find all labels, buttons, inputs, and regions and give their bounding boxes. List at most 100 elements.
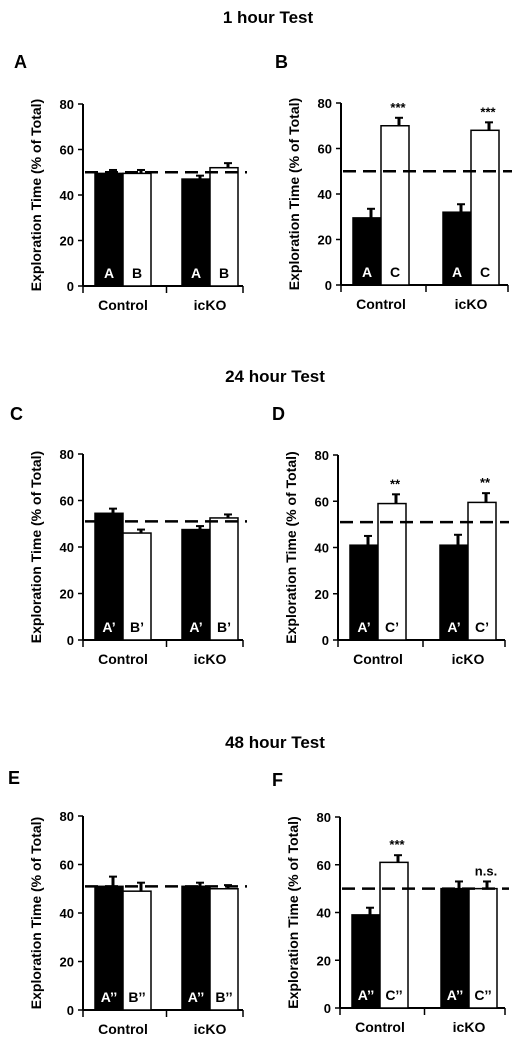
bar-label: A <box>452 264 462 280</box>
bar-filled <box>181 178 211 287</box>
bar-open <box>209 166 239 287</box>
bar-filled <box>181 885 211 1011</box>
y-tick-label: 80 <box>60 447 74 462</box>
panel-letter: D <box>272 404 285 424</box>
x-category-label: icKO <box>194 1021 227 1037</box>
significance-label: *** <box>390 100 406 115</box>
bar-label: C <box>390 264 400 280</box>
bar-open <box>377 502 407 641</box>
panel-letter: F <box>272 770 283 790</box>
y-tick-label: 0 <box>67 633 74 648</box>
y-tick-label: 0 <box>324 1001 331 1016</box>
y-axis-title: Exploration Time (% of Total) <box>28 817 44 1009</box>
bar-open <box>209 888 239 1011</box>
x-category-label: Control <box>98 651 148 667</box>
bar-label: A’’ <box>358 987 375 1003</box>
bar-label: A’ <box>189 619 202 635</box>
bar-label: A’ <box>447 619 460 635</box>
bar-label: B <box>132 265 142 281</box>
bar-label: B <box>219 265 229 281</box>
section-title-24h: 24 hour Test <box>225 367 325 386</box>
y-tick-label: 40 <box>60 906 74 921</box>
y-axis-title: Exploration Time (% of Total) <box>283 451 299 643</box>
section-title-1h: 1 hour Test <box>223 8 314 27</box>
y-tick-label: 80 <box>60 97 74 112</box>
y-tick-label: 20 <box>60 955 74 970</box>
bar-label: C’’ <box>385 987 402 1003</box>
bar-label: B’’ <box>215 989 232 1005</box>
bar-label: A’’ <box>447 987 464 1003</box>
x-category-label: Control <box>353 651 403 667</box>
x-category-label: icKO <box>194 651 227 667</box>
y-tick-label: 60 <box>317 858 331 873</box>
y-tick-label: 60 <box>315 494 329 509</box>
y-tick-label: 20 <box>60 587 74 602</box>
y-tick-label: 20 <box>60 234 74 249</box>
significance-label: n.s. <box>475 863 497 878</box>
y-tick-label: 80 <box>60 809 74 824</box>
bar-open <box>379 861 409 1009</box>
y-tick-label: 20 <box>315 587 329 602</box>
y-tick-label: 0 <box>67 279 74 294</box>
bar-open <box>467 501 497 641</box>
bar-open <box>209 517 239 641</box>
bar-label: B’ <box>217 619 231 635</box>
bar-open <box>122 172 152 287</box>
significance-label: ** <box>480 475 491 490</box>
panel-letter: C <box>10 404 23 424</box>
x-category-label: Control <box>98 297 148 313</box>
significance-label: ** <box>390 476 401 491</box>
bar-label: A <box>191 265 201 281</box>
x-category-label: icKO <box>453 1019 486 1035</box>
y-axis-title: Exploration Time (% of Total) <box>28 99 44 291</box>
y-tick-label: 0 <box>67 1003 74 1018</box>
bar-label: B’’ <box>128 989 145 1005</box>
bar-label: A’ <box>102 619 115 635</box>
bar-label: C’’ <box>474 987 491 1003</box>
bar-label: A’ <box>357 619 370 635</box>
bar-label: A’’ <box>101 989 118 1005</box>
y-tick-label: 80 <box>318 96 332 111</box>
panel-letter: A <box>14 52 27 72</box>
bar-label: A <box>362 264 372 280</box>
y-tick-label: 80 <box>315 448 329 463</box>
panel-b: B Exploration Time (% of Total) 0 20 40 60 80 C… <box>275 52 512 312</box>
y-tick-label: 40 <box>60 188 74 203</box>
panel-letter: E <box>8 768 20 788</box>
significance-label: *** <box>480 104 496 119</box>
bar-open <box>122 532 152 641</box>
bar-label: B’ <box>130 619 144 635</box>
panel-d: D Exploration Time (% of Total) 0 20 40 60 80 C… <box>272 404 509 667</box>
bar-label: C’ <box>385 619 399 635</box>
bar-label: A’’ <box>188 989 205 1005</box>
section-title-48h: 48 hour Test <box>225 733 325 752</box>
panel-a: A Exploration Time (% of Total) 0 20 40 60 80 C… <box>14 52 247 313</box>
y-tick-label: 40 <box>315 541 329 556</box>
y-tick-label: 20 <box>318 233 332 248</box>
y-tick-label: 80 <box>317 810 331 825</box>
bar-open <box>122 890 152 1011</box>
x-category-label: icKO <box>194 297 227 313</box>
bar-label: C <box>480 264 490 280</box>
y-axis-title: Exploration Time (% of Total) <box>286 98 302 290</box>
x-category-label: icKO <box>455 296 488 312</box>
significance-label: *** <box>389 837 405 852</box>
bar-label: A <box>104 265 114 281</box>
x-category-label: Control <box>98 1021 148 1037</box>
y-tick-label: 0 <box>322 633 329 648</box>
y-tick-label: 60 <box>318 142 332 157</box>
panel-f: F Exploration Time (% of Total) 0 20 40 60 80 C… <box>272 770 509 1035</box>
y-tick-label: 40 <box>60 540 74 555</box>
panel-c: C Exploration Time (% of Total) 0 20 40 60 80 C… <box>10 404 247 667</box>
panel-letter: B <box>275 52 288 72</box>
y-axis-title: Exploration Time (% of Total) <box>285 816 301 1008</box>
bar-label: C’ <box>475 619 489 635</box>
y-tick-label: 60 <box>60 494 74 509</box>
x-category-label: Control <box>355 1019 405 1035</box>
bar-open <box>470 129 500 286</box>
x-category-label: Control <box>356 296 406 312</box>
x-category-label: icKO <box>452 651 485 667</box>
y-axis-title: Exploration Time (% of Total) <box>28 451 44 643</box>
y-tick-label: 60 <box>60 143 74 158</box>
